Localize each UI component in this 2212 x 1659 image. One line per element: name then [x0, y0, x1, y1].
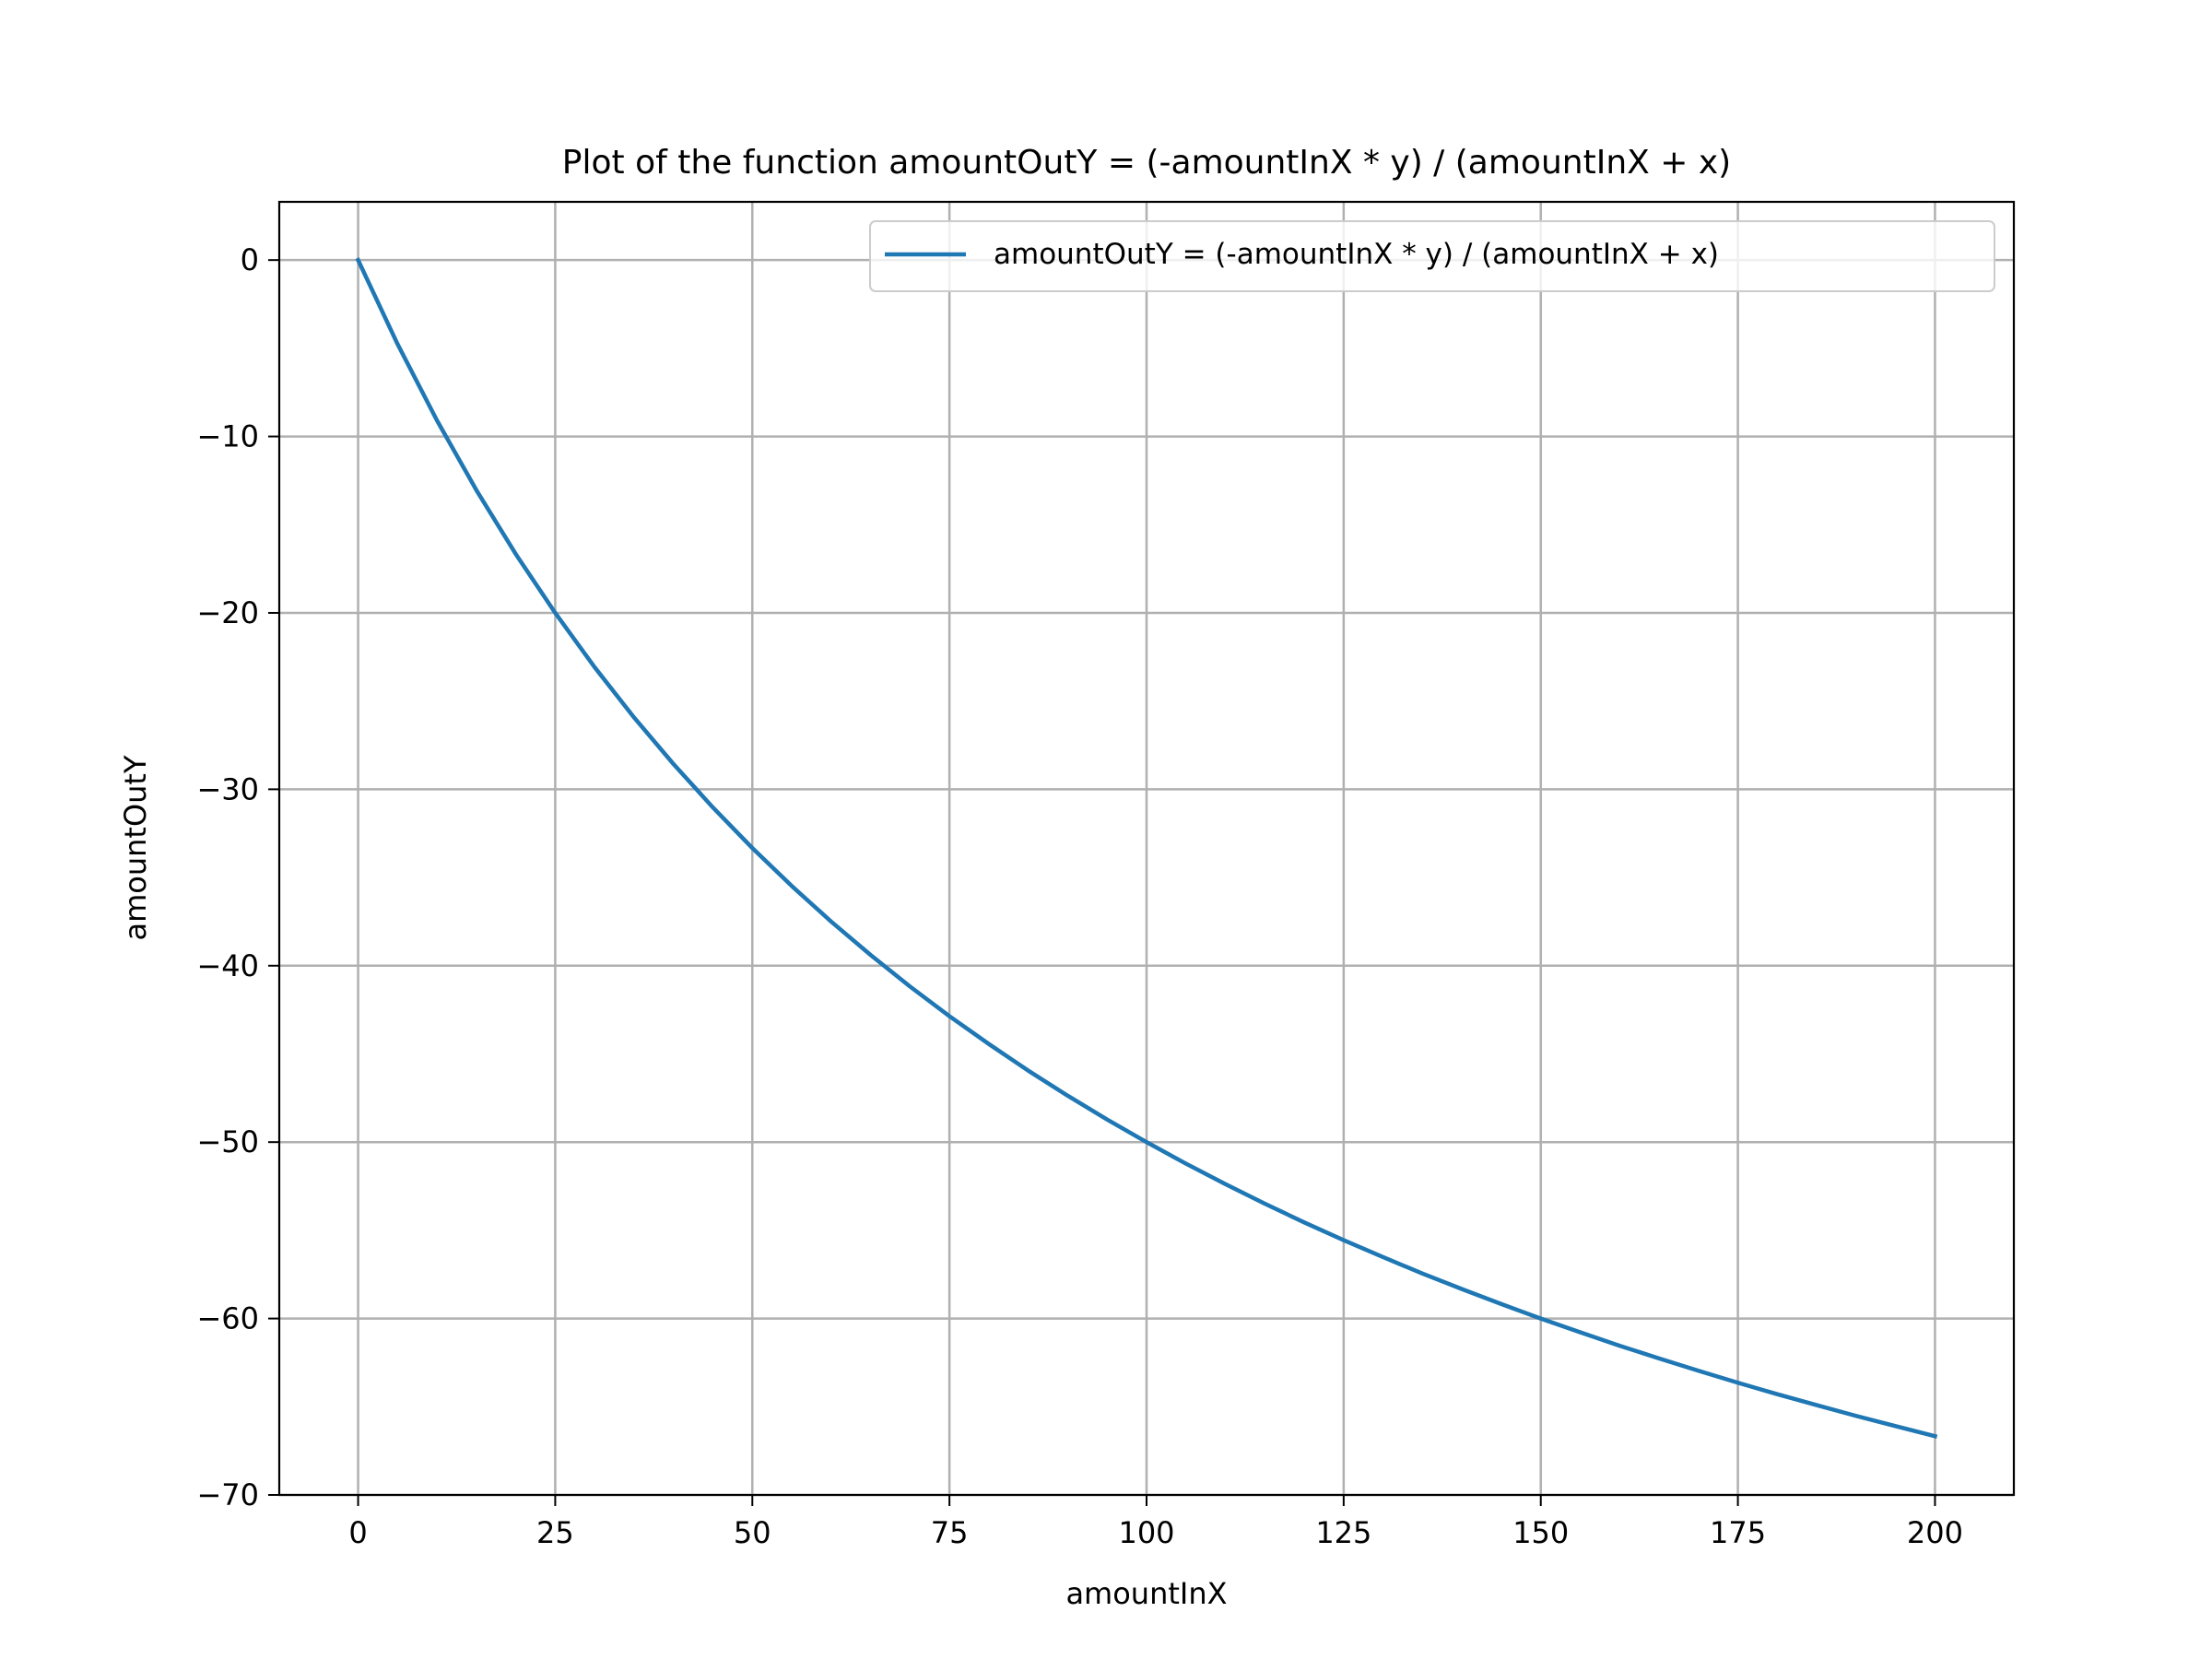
y-tick-label: −70 — [196, 1477, 259, 1512]
series-layer — [355, 257, 1938, 1439]
x-tick-label: 75 — [931, 1515, 969, 1550]
x-tick-label: 175 — [1710, 1515, 1766, 1550]
y-tick-label: 0 — [241, 242, 259, 277]
axis-ticks: 0 25 50 75 100 125 150 175 200 0 −10 −20 −30 −40 −50 −6… — [196, 242, 1963, 1550]
y-axis-label: amountOutY — [118, 755, 153, 940]
y-tick-label: −20 — [196, 595, 259, 630]
x-tick-label: 50 — [734, 1515, 771, 1550]
legend: amountOutY = (-amountInX * y) / (amountI… — [869, 220, 1995, 292]
plot-area-frame — [277, 200, 2016, 1497]
x-tick-label: 0 — [348, 1515, 367, 1550]
x-tick-label: 150 — [1512, 1515, 1569, 1550]
chart-title: Plot of the function amountOutY = (-amou… — [562, 144, 1731, 182]
x-tick-label: 100 — [1118, 1515, 1174, 1550]
y-tick-label: −40 — [196, 948, 259, 983]
y-tick-label: −60 — [196, 1301, 259, 1336]
legend-box — [869, 220, 1995, 292]
y-tick-label: −50 — [196, 1124, 259, 1159]
x-tick-label: 200 — [1907, 1515, 1963, 1550]
series-line — [355, 257, 1938, 1439]
x-tick-label: 25 — [536, 1515, 574, 1550]
x-tick-label: 125 — [1315, 1515, 1371, 1550]
y-tick-label: −10 — [196, 419, 259, 454]
y-tick-label: −30 — [196, 771, 259, 806]
legend-series-label: amountOutY = (-amountInX * y) / (amountI… — [994, 238, 1719, 271]
x-axis-label: amountInX — [1065, 1576, 1227, 1611]
